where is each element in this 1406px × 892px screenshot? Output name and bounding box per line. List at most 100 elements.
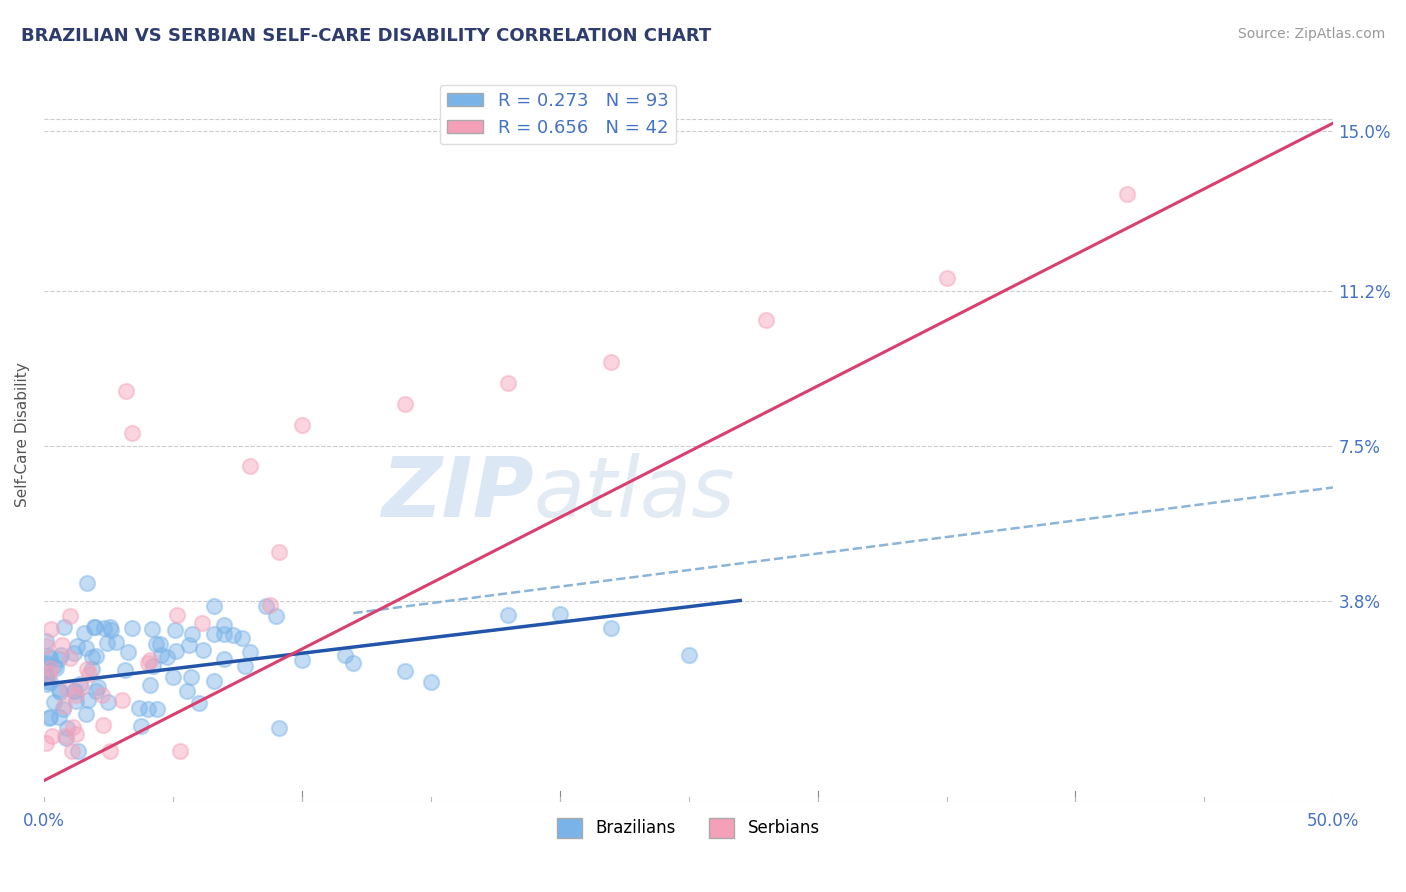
Point: [35, 669, 58, 683]
Point: [136, 656, 159, 670]
Point: [165, 624, 187, 638]
Point: [76, 692, 98, 706]
Point: [96, 636, 118, 650]
Point: [145, 637, 167, 651]
Point: [42, 659, 65, 673]
Point: [38, 648, 60, 663]
Point: [67, 744, 90, 758]
Point: [49, 685, 72, 699]
Point: [129, 719, 152, 733]
Point: [342, 656, 364, 670]
Point: [48, 710, 70, 724]
Point: [75, 706, 97, 721]
Point: [65, 688, 87, 702]
Point: [214, 652, 236, 666]
Point: [176, 684, 198, 698]
Point: [41, 730, 63, 744]
Point: [115, 384, 138, 398]
Point: [150, 648, 173, 662]
Point: [38, 665, 60, 680]
Text: BRAZILIAN VS SERBIAN SELF-CARE DISABILITY CORRELATION CHART: BRAZILIAN VS SERBIAN SELF-CARE DISABILIT…: [21, 27, 711, 45]
Point: [39, 675, 62, 690]
Point: [181, 627, 204, 641]
Point: [496, 376, 519, 390]
Point: [80, 662, 103, 676]
Point: [69, 677, 91, 691]
Point: [45, 661, 67, 675]
Point: [128, 701, 150, 715]
Point: [264, 609, 287, 624]
Point: [56, 682, 79, 697]
Point: [169, 744, 191, 758]
Text: Source: ZipAtlas.com: Source: ZipAtlas.com: [1237, 27, 1385, 41]
Point: [39, 710, 62, 724]
Point: [165, 643, 187, 657]
Point: [204, 599, 226, 613]
Point: [146, 702, 169, 716]
Point: [291, 417, 314, 432]
Point: [59, 609, 82, 624]
Point: [935, 271, 957, 285]
Point: [62, 720, 84, 734]
Point: [156, 650, 179, 665]
Point: [98, 620, 121, 634]
Point: [35, 658, 58, 673]
Point: [48, 652, 70, 666]
Point: [35, 736, 58, 750]
Point: [202, 626, 225, 640]
Point: [52, 620, 75, 634]
Point: [149, 636, 172, 650]
Point: [231, 631, 253, 645]
Point: [80, 650, 103, 665]
Point: [187, 696, 209, 710]
Point: [166, 608, 188, 623]
Point: [419, 675, 441, 690]
Point: [63, 684, 86, 698]
Point: [117, 645, 139, 659]
Point: [65, 694, 87, 708]
Point: [55, 721, 77, 735]
Point: [59, 651, 82, 665]
Point: [254, 599, 277, 613]
Point: [51, 638, 73, 652]
Legend: Brazilians, Serbians: Brazilians, Serbians: [551, 811, 827, 845]
Point: [214, 626, 236, 640]
Point: [291, 653, 314, 667]
Point: [114, 663, 136, 677]
Point: [1116, 187, 1139, 202]
Point: [91, 718, 114, 732]
Text: ZIP: ZIP: [381, 453, 534, 534]
Point: [259, 598, 281, 612]
Point: [91, 688, 114, 702]
Point: [48, 683, 70, 698]
Point: [139, 678, 162, 692]
Point: [600, 355, 623, 369]
Point: [35, 657, 58, 671]
Point: [179, 638, 201, 652]
Point: [333, 648, 356, 662]
Point: [496, 608, 519, 623]
Point: [37, 677, 59, 691]
Point: [239, 459, 262, 474]
Point: [98, 744, 121, 758]
Point: [52, 701, 75, 715]
Point: [138, 653, 160, 667]
Point: [548, 607, 571, 622]
Point: [121, 622, 143, 636]
Point: [193, 642, 215, 657]
Y-axis label: Self-Care Disability: Self-Care Disability: [15, 363, 30, 508]
Point: [162, 670, 184, 684]
Point: [69, 680, 91, 694]
Point: [76, 576, 98, 591]
Point: [53, 698, 76, 713]
Point: [755, 313, 778, 327]
Point: [53, 729, 76, 743]
Point: [73, 625, 96, 640]
Point: [77, 667, 100, 681]
Point: [93, 621, 115, 635]
Point: [394, 665, 416, 679]
Point: [111, 693, 134, 707]
Point: [76, 661, 98, 675]
Point: [39, 661, 62, 675]
Point: [267, 545, 290, 559]
